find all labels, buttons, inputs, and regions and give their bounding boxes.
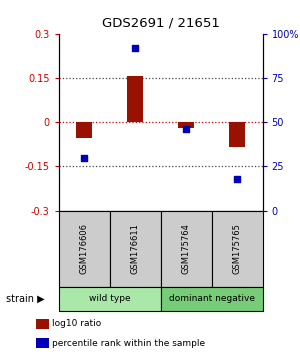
Bar [178,122,194,128]
Text: GSM175764: GSM175764 [182,223,190,274]
Text: percentile rank within the sample: percentile rank within the sample [52,338,206,348]
Text: GSM176611: GSM176611 [130,223,140,274]
Text: log10 ratio: log10 ratio [52,319,102,328]
Bar [230,122,245,147]
Point [82,155,86,160]
Text: dominant negative: dominant negative [169,294,254,303]
Title: GDS2691 / 21651: GDS2691 / 21651 [102,17,219,30]
Bar [76,122,92,138]
Text: strain ▶: strain ▶ [6,294,45,304]
Text: wild type: wild type [89,294,130,303]
Text: GSM175765: GSM175765 [232,223,242,274]
Text: GSM176606: GSM176606 [80,223,88,274]
Point [133,45,137,51]
Bar [127,76,143,122]
Point [235,176,239,182]
Point [184,126,188,132]
